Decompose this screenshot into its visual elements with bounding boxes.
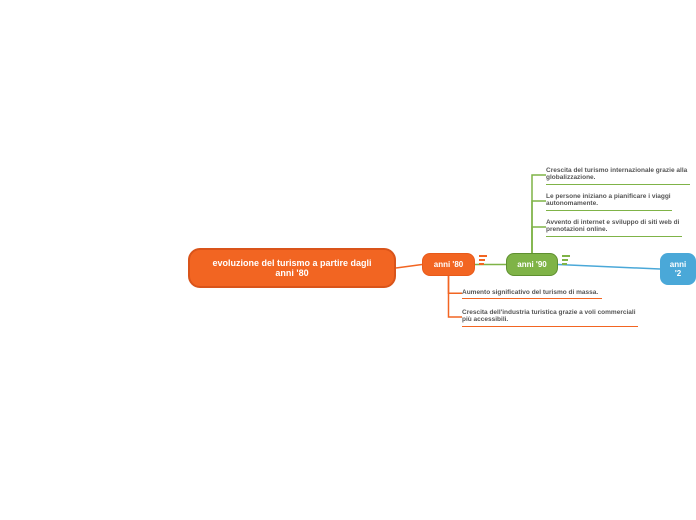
leaf-90-2-text: Le persone iniziano a pianificare i viag… (546, 193, 672, 208)
branch-anni-2000[interactable]: anni '2 (660, 253, 696, 285)
branch-anni-90-label: anni '90 (517, 260, 546, 269)
leaf-80-1-text: Aumento significativo del turismo di mas… (462, 289, 598, 296)
leaf-90-1[interactable]: Crescita del turismo internazionale graz… (546, 165, 690, 185)
leaf-80-2[interactable]: Crescita dell'industria turistica grazie… (462, 307, 638, 327)
expand-icon-anni-80[interactable] (479, 255, 487, 265)
mindmap-canvas: evoluzione del turismo a partire dagli a… (0, 0, 696, 520)
leaf-90-1-text: Crescita del turismo internazionale graz… (546, 167, 690, 182)
leaf-90-3-text: Avvento di internet e sviluppo di siti w… (546, 219, 682, 234)
root-label: evoluzione del turismo a partire dagli a… (202, 258, 382, 278)
branch-anni-90[interactable]: anni '90 (506, 253, 558, 276)
branch-anni-80-label: anni '80 (434, 260, 463, 269)
leaf-90-2[interactable]: Le persone iniziano a pianificare i viag… (546, 191, 672, 211)
leaf-80-2-text: Crescita dell'industria turistica grazie… (462, 309, 638, 324)
leaf-90-3[interactable]: Avvento di internet e sviluppo di siti w… (546, 217, 682, 237)
branch-anni-2000-label: anni '2 (670, 260, 686, 278)
expand-icon-anni-90[interactable] (562, 255, 570, 265)
root-node[interactable]: evoluzione del turismo a partire dagli a… (188, 248, 396, 288)
leaf-80-1[interactable]: Aumento significativo del turismo di mas… (462, 287, 602, 299)
branch-anni-80[interactable]: anni '80 (422, 253, 475, 276)
